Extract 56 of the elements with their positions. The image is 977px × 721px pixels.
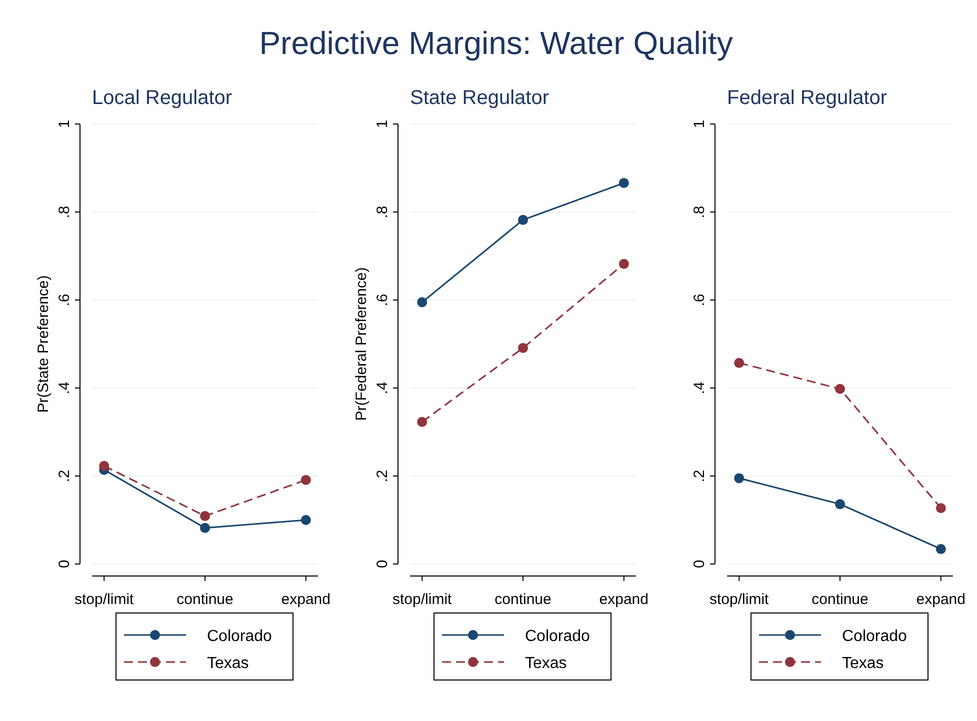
point <box>99 460 110 471</box>
y-tick-label: .8 <box>691 206 708 218</box>
point <box>300 474 311 485</box>
x-tick-label: expand <box>281 591 330 608</box>
point <box>936 544 946 554</box>
y-tick-label: .4 <box>691 382 708 394</box>
point <box>200 511 210 522</box>
x-tick-label: continue <box>812 591 868 608</box>
legend-label: Colorado <box>525 628 590 645</box>
point <box>200 522 210 533</box>
x-tick-label: expand <box>916 591 966 608</box>
legend-label: Texas <box>525 655 567 672</box>
legend-label: Texas <box>842 655 884 672</box>
point <box>936 503 946 514</box>
point <box>618 178 629 188</box>
x-tick-label: stop/limit <box>710 591 770 608</box>
y-tick-label: .4 <box>374 382 391 394</box>
y-tick-label: 1 <box>374 120 391 128</box>
point <box>417 297 428 308</box>
x-tick-label: stop/limit <box>392 591 453 608</box>
point <box>300 515 311 525</box>
point <box>835 499 845 510</box>
y-tick-label: .6 <box>374 294 391 306</box>
y-tick-label: 0 <box>691 560 708 568</box>
y-tick-label: .2 <box>374 470 391 482</box>
chart-title: Federal Regulator <box>727 87 888 109</box>
legend-label: Texas <box>207 655 249 672</box>
point <box>417 416 428 427</box>
y-tick-label: .6 <box>56 294 73 306</box>
y-axis-title: Pr(State Preference) <box>35 275 52 413</box>
y-tick-label: 0 <box>56 560 73 568</box>
y-axis-title: Pr(Federal Preference) <box>353 267 370 421</box>
legend-label: Colorado <box>207 628 272 645</box>
point <box>518 342 528 353</box>
text: Predictive Margins: Water Quality <box>259 25 733 61</box>
x-tick-label: continue <box>494 591 552 608</box>
point <box>618 258 629 269</box>
chart-title: State Regulator <box>410 87 550 109</box>
x-tick-label: stop/limit <box>74 591 135 608</box>
chart-title: Local Regulator <box>92 87 232 109</box>
point <box>835 384 845 394</box>
y-tick-label: .6 <box>691 294 708 306</box>
y-tick-label: .8 <box>56 206 73 218</box>
y-tick-label: .4 <box>56 382 73 394</box>
y-tick-label: .8 <box>374 206 391 218</box>
y-tick-label: 1 <box>691 120 708 128</box>
x-tick-label: continue <box>176 591 234 608</box>
y-tick-label: 1 <box>56 120 73 128</box>
y-tick-label: .2 <box>56 470 73 482</box>
point <box>518 214 528 225</box>
point <box>734 358 744 368</box>
legend-label: Colorado <box>842 628 908 645</box>
x-tick-label: expand <box>599 591 648 608</box>
y-tick-label: 0 <box>374 560 391 568</box>
y-tick-label: .2 <box>691 470 708 482</box>
point <box>734 473 744 484</box>
